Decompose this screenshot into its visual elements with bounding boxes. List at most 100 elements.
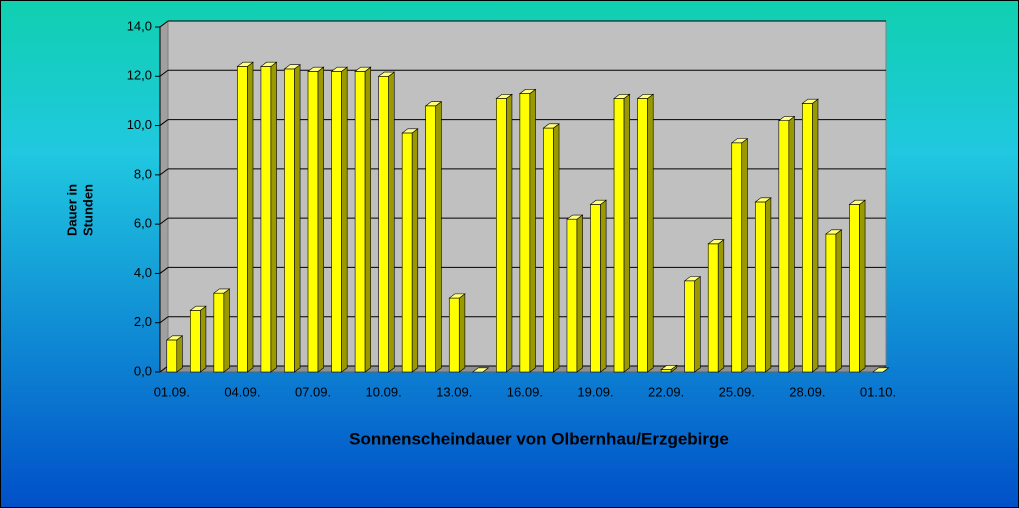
bar-side xyxy=(529,88,536,373)
grid-line xyxy=(159,168,169,176)
bar xyxy=(165,335,184,373)
bar xyxy=(660,364,678,373)
bar-side xyxy=(176,335,183,373)
bar-front xyxy=(260,66,272,373)
bar xyxy=(424,101,443,373)
bar-front xyxy=(754,201,766,373)
bar xyxy=(636,93,655,373)
bar xyxy=(471,367,490,373)
bar-front xyxy=(519,93,531,373)
y-tick-label: 2,0 xyxy=(134,314,152,329)
bar xyxy=(848,199,866,373)
bar-front xyxy=(496,98,507,373)
bar-top xyxy=(660,365,678,370)
bar-side xyxy=(435,101,442,373)
bar-front xyxy=(378,75,389,373)
bar-front xyxy=(425,105,437,373)
y-tick-label: 10,0 xyxy=(127,117,152,132)
bar-side xyxy=(788,115,795,373)
bar xyxy=(683,276,702,373)
grid-line xyxy=(159,217,169,225)
bar-top xyxy=(636,93,655,99)
bar-front xyxy=(660,369,672,373)
bar-side xyxy=(458,293,466,373)
bar-side xyxy=(553,123,560,373)
bar-front xyxy=(284,68,295,373)
bar xyxy=(613,93,631,373)
bar xyxy=(401,128,419,373)
bar-side xyxy=(812,98,819,373)
grid-line xyxy=(159,267,169,274)
y-axis-title: Stunden xyxy=(80,184,95,236)
bar xyxy=(260,61,278,373)
y-tick-label: 4,0 xyxy=(134,265,152,280)
bar xyxy=(589,199,608,373)
bar-top xyxy=(848,199,866,205)
x-tick-label: 28.09. xyxy=(789,384,825,399)
bar-side xyxy=(388,71,395,373)
grid-line xyxy=(159,69,169,77)
grid-line xyxy=(159,316,169,324)
y-tick-label: 0,0 xyxy=(134,363,152,378)
y-tick-label: 12,0 xyxy=(127,68,152,83)
bar-top xyxy=(165,335,184,341)
bar xyxy=(518,88,537,373)
bar-top xyxy=(424,101,443,107)
bar-top xyxy=(495,93,513,99)
x-tick-label: 19.09. xyxy=(577,384,613,399)
bar-side xyxy=(223,288,230,373)
bar-front xyxy=(590,204,601,373)
bar-front xyxy=(307,71,319,373)
bar-side xyxy=(623,93,630,373)
x-tick-label: 04.09. xyxy=(224,384,260,399)
bar xyxy=(212,288,231,373)
bar-front xyxy=(849,204,860,373)
bar-side xyxy=(576,214,583,373)
bar xyxy=(283,64,301,373)
bar-top xyxy=(283,64,301,70)
bar-top xyxy=(872,367,890,373)
bar xyxy=(566,214,584,373)
bar-front xyxy=(237,66,248,373)
bar-front xyxy=(825,233,837,373)
x-tick-label: 16.09. xyxy=(507,384,543,399)
bar-front xyxy=(731,142,743,373)
bar xyxy=(330,66,349,373)
bar-side xyxy=(247,61,254,373)
bar-top xyxy=(401,128,419,134)
bar-top xyxy=(707,239,725,245)
bar-front xyxy=(448,297,460,373)
bar-side xyxy=(694,276,701,373)
bar-side xyxy=(317,66,324,373)
bar-top xyxy=(754,197,772,203)
bar xyxy=(377,71,396,373)
bar-top xyxy=(471,367,490,373)
bar-side xyxy=(717,239,725,373)
bar-side xyxy=(647,93,654,373)
bar-side xyxy=(859,199,866,373)
bar-top xyxy=(542,123,560,129)
bar-top xyxy=(730,138,749,144)
bar xyxy=(730,138,749,373)
bar-front xyxy=(802,103,813,373)
bar xyxy=(801,98,819,373)
bar-side xyxy=(741,138,748,373)
bar xyxy=(354,66,372,373)
bar xyxy=(542,123,560,373)
bar xyxy=(189,305,207,373)
bar-top xyxy=(330,66,349,72)
bar-front xyxy=(684,280,695,373)
bar xyxy=(754,197,772,373)
bar-front xyxy=(331,71,342,373)
x-tick-label: 10.09. xyxy=(366,384,402,399)
x-tick-label: 22.09. xyxy=(648,384,684,399)
bar-side xyxy=(341,66,348,373)
bar-side xyxy=(506,93,513,373)
bar-top xyxy=(189,305,207,311)
bar-side xyxy=(764,197,772,373)
bar-front xyxy=(778,120,790,373)
y-tick-label: 14,0 xyxy=(127,18,152,33)
x-tick-label: 01.10. xyxy=(860,384,896,399)
bar-side xyxy=(270,61,277,373)
